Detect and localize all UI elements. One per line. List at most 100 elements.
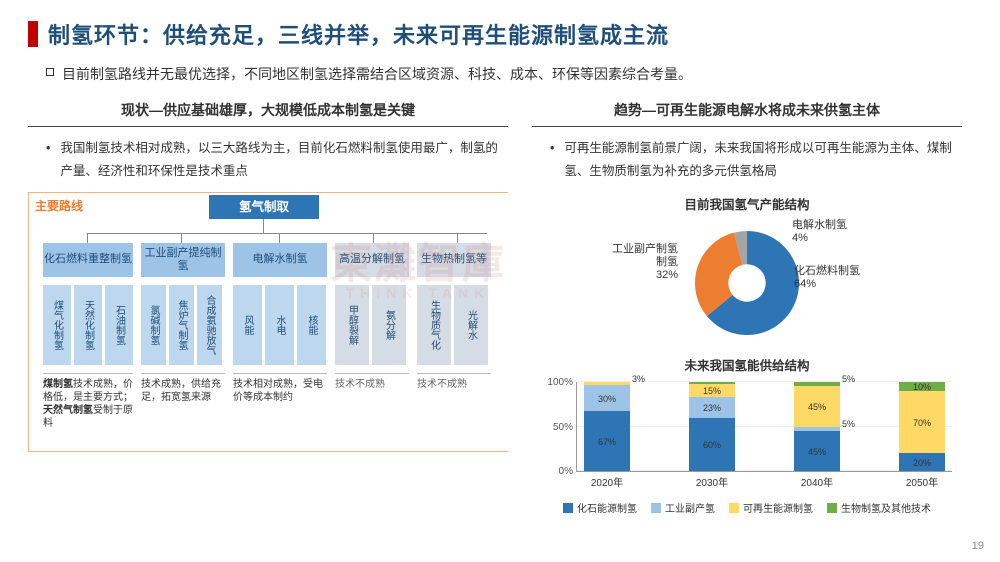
bar-value-label: 67% xyxy=(584,437,630,447)
diagram-leaf: 核能 xyxy=(297,285,326,365)
connector-line xyxy=(87,233,88,243)
bar-value-label: 20% xyxy=(899,458,945,468)
bar-value-label: 30% xyxy=(584,394,630,404)
bar-value-label: 45% xyxy=(794,402,840,412)
diagram-category: 工业副产提纯制氢 xyxy=(141,243,225,277)
diagram-desc: 技术不成熟 xyxy=(335,373,409,443)
bar-value-label: 10% xyxy=(899,382,945,392)
grid-line xyxy=(577,426,952,427)
diagram-leaf: 甲醇裂解 xyxy=(335,285,369,365)
bar-group: 45%5%45%5% xyxy=(794,382,840,471)
intro-row: 目前制氢路线并无最优选择，不同地区制氢选择需结合区域资源、科技、成本、环保等因素… xyxy=(46,64,972,84)
diagram-leaf: 风能 xyxy=(233,285,262,365)
bar-group: 60% 23% 15% xyxy=(689,382,735,471)
y-axis-label: 50% xyxy=(541,422,573,433)
intro-text: 目前制氢路线并无最优选择，不同地区制氢选择需结合区域资源、科技、成本、环保等因素… xyxy=(62,64,692,84)
diagram-root: 氢气制取 xyxy=(209,195,319,219)
donut-label: 化石燃料制氢64% xyxy=(794,265,860,291)
diagram-leaf: 氯碱制氢 xyxy=(141,285,166,365)
legend-label: 可再生能源制氢 xyxy=(743,500,813,515)
routes-diagram: 主要路线 氢气制取 化石燃料重整制氢工业副产提纯制氢电解水制氢高温分解制氢生物热… xyxy=(28,192,508,452)
donut-label: 工业副产制氢制氢32% xyxy=(612,243,678,283)
legend-item: 生物制氢及其他技术 xyxy=(827,500,931,515)
diagram-desc: 技术相对成熟，受电价等成本制约 xyxy=(233,373,327,443)
x-axis-label: 2050年 xyxy=(892,474,952,489)
legend-label: 化石能源制氢 xyxy=(577,500,637,515)
connector-line xyxy=(457,233,458,243)
x-axis-label: 2030年 xyxy=(682,474,742,489)
bar-value-label: 60% xyxy=(689,440,735,450)
legend-swatch xyxy=(651,503,661,513)
dot-icon: • xyxy=(550,137,554,182)
bar-value-label: 5% xyxy=(842,374,872,384)
legend-swatch xyxy=(563,503,573,513)
bar-value-label: 5% xyxy=(842,419,872,429)
left-column: 现状—供应基础雄厚，大规模低成本制氢是关键 • 我国制氢技术相对成熟，以三大路线… xyxy=(28,100,508,515)
bar-value-label: 45% xyxy=(794,447,840,457)
title-rest: 供给充足，三线并举，未来可再生能源制氢成主流 xyxy=(163,23,669,48)
grid-line xyxy=(577,470,952,471)
diagram-category: 高温分解制氢 xyxy=(335,243,409,277)
connector-line xyxy=(263,219,264,233)
connector-line xyxy=(279,233,280,243)
title-accent-bar xyxy=(28,21,38,47)
connector-line xyxy=(87,233,487,234)
diagram-leaf: 焦炉气制氢 xyxy=(169,285,194,365)
main-routes-label: 主要路线 xyxy=(35,197,83,214)
legend-label: 生物制氢及其他技术 xyxy=(841,500,931,515)
stacked-title: 未来我国氢能供给结构 xyxy=(532,355,962,374)
bar-value-label: 23% xyxy=(689,403,735,413)
connector-line xyxy=(181,233,182,243)
diagram-desc: 技术成熟，供给充足，拓宽氢来源 xyxy=(141,373,225,443)
page-number: 19 xyxy=(972,540,984,552)
diagram-leaf: 合成氨驰放气 xyxy=(197,285,222,365)
page-title: 制氢环节：供给充足，三线并举，未来可再生能源制氢成主流 xyxy=(48,18,669,50)
bar-group: 20% 70% 10% xyxy=(899,382,945,471)
y-axis-label: 0% xyxy=(541,466,573,477)
bar-value-label: 70% xyxy=(899,418,945,428)
legend-swatch xyxy=(729,503,739,513)
diagram-leaf-group: 氯碱制氢焦炉气制氢合成氨驰放气 xyxy=(141,285,225,365)
legend-item: 工业副产氢 xyxy=(651,500,715,515)
connector-line xyxy=(373,233,374,243)
diagram-leaf-group: 煤气化制氢天然化制氢石油制氢 xyxy=(43,285,133,365)
chart-legend: 化石能源制氢 工业副产氢 可再生能源制氢 生物制氢及其他技术 xyxy=(532,500,962,515)
diagram-leaf: 水电 xyxy=(265,285,294,365)
diagram-category: 电解水制氢 xyxy=(233,243,327,277)
diagram-leaf: 生物质气化 xyxy=(417,285,451,365)
square-bullet-icon xyxy=(46,68,54,76)
right-bullet: • 可再生能源制氢前景广阔，未来我国将形成以可再生能源为主体、煤制氢、生物质制氢… xyxy=(532,137,962,192)
right-column: 趋势—可再生能源电解水将成未来供氢主体 • 可再生能源制氢前景广阔，未来我国将形… xyxy=(532,100,962,515)
bar-group: 67%30%3% xyxy=(584,382,630,471)
bar-value-label: 15% xyxy=(689,386,735,396)
diagram-leaf: 煤气化制氢 xyxy=(43,285,71,365)
x-axis-label: 2040年 xyxy=(787,474,847,489)
donut-hole xyxy=(728,264,765,301)
left-subtitle: 现状—供应基础雄厚，大规模低成本制氢是关键 xyxy=(28,100,508,127)
stacked-bar-chart: 0%50%100%67%30%3%2020年60%23%15%2030年45%5… xyxy=(532,376,962,496)
legend-swatch xyxy=(827,503,837,513)
right-subtitle: 趋势—可再生能源电解水将成未来供氢主体 xyxy=(532,100,962,127)
right-bullet-text: 可再生能源制氢前景广阔，未来我国将形成以可再生能源为主体、煤制氢、生物质制氢为补… xyxy=(564,137,954,182)
title-prefix: 制氢环节： xyxy=(48,23,163,48)
diagram-category: 生物热制氢等 xyxy=(417,243,491,277)
diagram-leaf-group: 风能水电核能 xyxy=(233,285,327,365)
x-axis-label: 2020年 xyxy=(577,474,637,489)
diagram-desc: 技术不成熟 xyxy=(417,373,491,443)
diagram-leaf: 氨分解 xyxy=(372,285,406,365)
left-bullet-text: 我国制氢技术相对成熟，以三大路线为主，目前化石燃料制氢使用最广，制氢的产量、经济… xyxy=(60,137,500,182)
diagram-leaf: 石油制氢 xyxy=(105,285,133,365)
diagram-desc: 煤制氢技术成熟，价格低，是主要方式；天然气制氢受制于原料 xyxy=(43,373,133,443)
diagram-leaf: 天然化制氢 xyxy=(74,285,102,365)
diagram-leaf-group: 生物质气化光解水 xyxy=(417,285,491,365)
donut-title: 目前我国氢气产能结构 xyxy=(532,194,962,213)
donut-label: 电解水制氢4% xyxy=(792,219,847,245)
legend-item: 化石能源制氢 xyxy=(563,500,637,515)
title-row: 制氢环节：供给充足，三线并举，未来可再生能源制氢成主流 xyxy=(28,18,972,50)
diagram-leaf-group: 甲醇裂解氨分解 xyxy=(335,285,409,365)
legend-label: 工业副产氢 xyxy=(665,500,715,515)
donut-chart: 电解水制氢4% 工业副产制氢制氢32% 化石燃料制氢64% xyxy=(532,213,962,353)
diagram-leaf: 光解水 xyxy=(454,285,488,365)
left-bullet: • 我国制氢技术相对成熟，以三大路线为主，目前化石燃料制氢使用最广，制氢的产量、… xyxy=(28,137,508,192)
diagram-category: 化石燃料重整制氢 xyxy=(43,243,133,277)
